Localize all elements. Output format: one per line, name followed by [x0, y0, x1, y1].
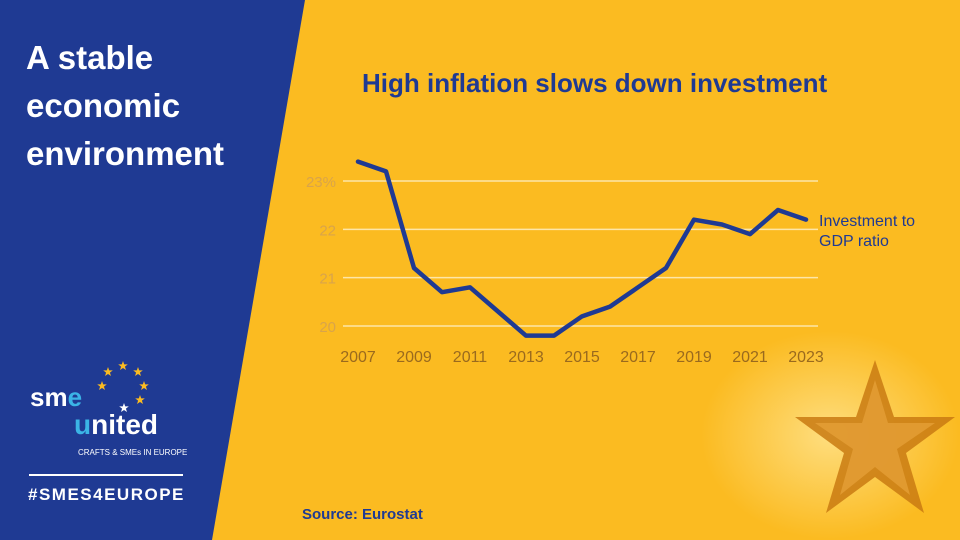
logo-tagline: CRAFTS & SMEs IN EUROPE [78, 448, 188, 457]
svg-text:united: united [74, 409, 158, 440]
y-tick-label: 21 [319, 271, 336, 288]
x-tick-label: 2009 [396, 349, 432, 366]
bee-star-image [795, 360, 955, 513]
x-tick-label: 2021 [732, 349, 768, 366]
source-note: Source: Eurostat [302, 506, 423, 523]
legend-label: Investment to GDP ratio [819, 213, 916, 250]
y-tick-label: 22 [319, 222, 336, 239]
x-tick-label: 2011 [453, 349, 488, 366]
x-tick-label: 2023 [788, 349, 824, 366]
x-tick-label: 2007 [340, 349, 376, 366]
series-line [355, 159, 809, 338]
x-tick-label: 2013 [508, 349, 544, 366]
y-tick-label: 20 [319, 319, 336, 336]
x-tick-label: 2019 [676, 349, 712, 366]
x-tick-label: 2015 [564, 349, 600, 366]
hashtag: #SMES4EUROPE [28, 485, 185, 504]
svg-text:sme: sme [30, 382, 82, 412]
y-tick-label: 23% [306, 174, 336, 191]
chart-title: High inflation slows down investment [362, 68, 828, 98]
headline: A stable economic environment [26, 39, 225, 172]
divider [29, 474, 183, 476]
smeunited-logo: sme united [30, 361, 158, 440]
x-tick-label: 2017 [620, 349, 656, 366]
